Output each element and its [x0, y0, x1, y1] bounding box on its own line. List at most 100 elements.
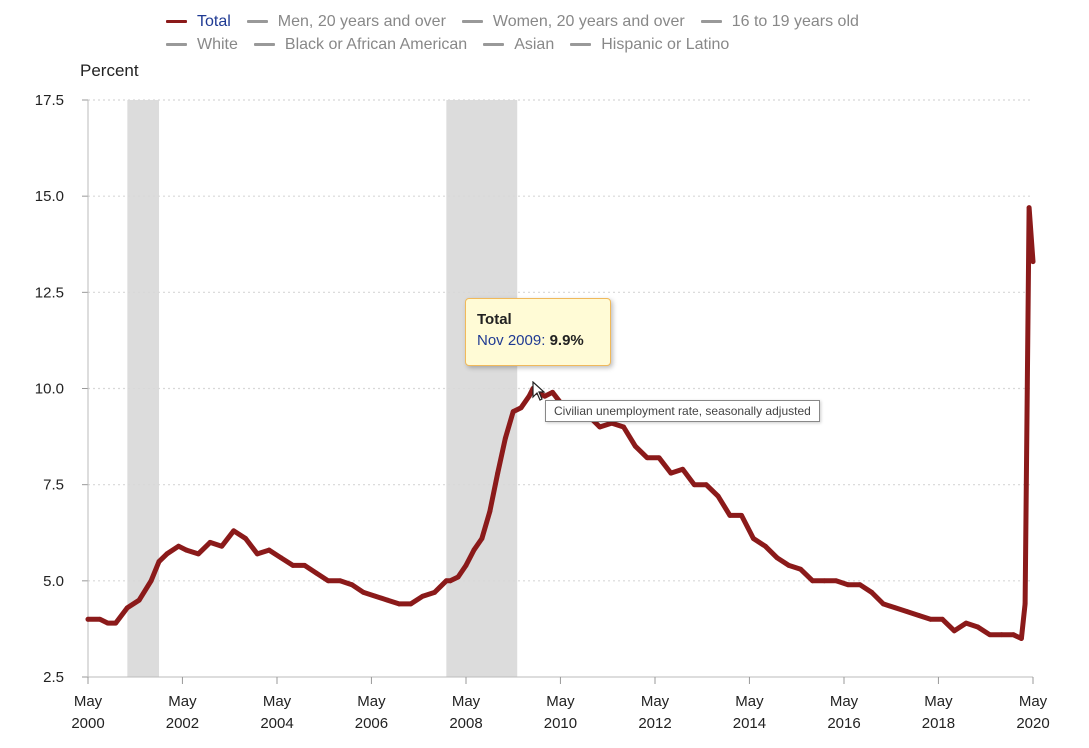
data-point[interactable]: [774, 555, 780, 561]
data-point[interactable]: [471, 547, 477, 553]
data-point[interactable]: [487, 509, 493, 514]
data-point[interactable]: [963, 620, 969, 626]
data-point[interactable]: [1010, 632, 1016, 638]
data-point[interactable]: [290, 563, 296, 568]
data-point[interactable]: [869, 589, 875, 595]
data-point[interactable]: [124, 605, 130, 611]
legend-item-men-20-plus[interactable]: Men, 20 years and over: [246, 13, 446, 31]
data-point[interactable]: [751, 536, 756, 541]
data-point[interactable]: [526, 393, 532, 399]
data-point[interactable]: [361, 589, 366, 595]
data-point[interactable]: [313, 570, 319, 576]
data-point[interactable]: [195, 551, 201, 557]
data-point[interactable]: [479, 536, 485, 541]
data-point[interactable]: [278, 555, 284, 561]
data-point[interactable]: [975, 624, 981, 630]
data-point[interactable]: [105, 620, 111, 626]
legend-item-asian[interactable]: Asian: [483, 36, 554, 54]
data-point[interactable]: [396, 601, 402, 607]
x-tick-label: May 2006: [355, 693, 388, 732]
data-point[interactable]: [447, 578, 453, 584]
data-point[interactable]: [916, 613, 922, 618]
data-point[interactable]: [443, 578, 449, 584]
legend-item-total[interactable]: Total: [166, 13, 231, 31]
data-point[interactable]: [668, 470, 674, 476]
data-point[interactable]: [727, 513, 733, 518]
data-point[interactable]: [495, 470, 501, 476]
data-point[interactable]: [597, 424, 603, 430]
data-point[interactable]: [542, 393, 548, 399]
data-point[interactable]: [892, 605, 898, 611]
data-point[interactable]: [621, 424, 626, 430]
data-point[interactable]: [810, 578, 815, 584]
legend-label: Black or African American: [284, 35, 468, 53]
data-point[interactable]: [432, 589, 437, 595]
data-point[interactable]: [266, 547, 272, 553]
data-point[interactable]: [857, 582, 863, 588]
data-point[interactable]: [113, 620, 119, 626]
data-point[interactable]: [302, 563, 308, 568]
legend-swatch: [700, 20, 722, 23]
data-point[interactable]: [1018, 636, 1024, 641]
data-point[interactable]: [207, 539, 213, 545]
data-point[interactable]: [739, 513, 744, 518]
data-point[interactable]: [148, 578, 154, 584]
data-point[interactable]: [156, 559, 162, 564]
data-point[interactable]: [349, 582, 355, 588]
legend-item-black[interactable]: Black or African American: [253, 35, 468, 54]
data-point[interactable]: [904, 609, 910, 615]
data-point[interactable]: [680, 466, 686, 472]
data-point[interactable]: [219, 543, 225, 549]
legend-item-hispanic[interactable]: Hispanic or Latino: [570, 36, 729, 54]
data-point[interactable]: [184, 547, 189, 553]
data-point[interactable]: [373, 593, 378, 599]
legend-item-16-to-19[interactable]: 16 to 19 years old: [700, 13, 859, 31]
legend-swatch: [166, 43, 187, 46]
data-point[interactable]: [821, 578, 827, 584]
legend-item-women-20-plus[interactable]: Women, 20 years and over: [461, 13, 685, 31]
data-point[interactable]: [1030, 259, 1036, 264]
data-point[interactable]: [176, 543, 181, 549]
data-point[interactable]: [164, 551, 170, 557]
data-point[interactable]: [928, 616, 933, 622]
y-tick-label: 5.0: [43, 573, 64, 590]
data-point[interactable]: [951, 628, 957, 634]
data-point[interactable]: [325, 578, 331, 584]
data-point[interactable]: [644, 455, 650, 461]
data-point[interactable]: [999, 632, 1004, 638]
data-point[interactable]: [502, 436, 508, 441]
data-point[interactable]: [384, 597, 390, 603]
data-point[interactable]: [845, 582, 851, 588]
data-point[interactable]: [455, 574, 461, 580]
data-point[interactable]: [656, 455, 662, 461]
data-point[interactable]: [632, 443, 638, 449]
data-point[interactable]: [786, 563, 792, 568]
data-point[interactable]: [337, 578, 343, 584]
data-point[interactable]: [550, 389, 555, 395]
data-point[interactable]: [1022, 601, 1028, 607]
data-point[interactable]: [97, 616, 103, 622]
data-point[interactable]: [762, 543, 768, 549]
data-point[interactable]: [833, 578, 839, 584]
data-point[interactable]: [880, 601, 886, 607]
data-point[interactable]: [243, 536, 248, 541]
data-point[interactable]: [691, 482, 697, 488]
data-point[interactable]: [231, 528, 237, 534]
data-point[interactable]: [715, 493, 721, 499]
data-point[interactable]: [510, 409, 516, 414]
data-point[interactable]: [987, 632, 993, 638]
data-point[interactable]: [940, 616, 945, 622]
data-point[interactable]: [420, 593, 426, 599]
data-point[interactable]: [408, 601, 414, 607]
series-points[interactable]: [85, 205, 1036, 641]
data-point[interactable]: [85, 616, 91, 622]
data-point[interactable]: [798, 566, 804, 572]
data-point[interactable]: [518, 405, 524, 411]
data-point[interactable]: [703, 482, 709, 488]
legend-item-white[interactable]: White: [166, 36, 238, 54]
data-point[interactable]: [254, 551, 260, 557]
data-point[interactable]: [463, 563, 469, 568]
data-point[interactable]: [1026, 205, 1032, 211]
data-point[interactable]: [136, 597, 142, 603]
